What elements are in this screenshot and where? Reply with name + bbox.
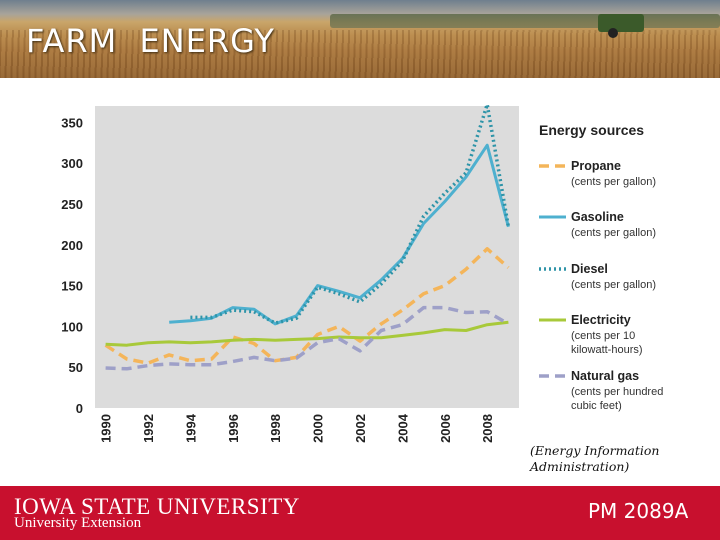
legend-entry-name: Natural gas bbox=[571, 369, 639, 383]
y-tick-label: 350 bbox=[61, 115, 83, 130]
x-tick-label: 2002 bbox=[353, 414, 368, 443]
legend-entry-unit: cubic feet) bbox=[571, 400, 622, 412]
legend-title: Energy sources bbox=[539, 122, 644, 138]
x-tick-label: 1996 bbox=[226, 414, 241, 443]
y-tick-label: 150 bbox=[61, 279, 83, 294]
series-lines bbox=[104, 102, 511, 371]
legend-entry-name: Electricity bbox=[571, 313, 631, 327]
university-wordmark: IOWA STATE UNIVERSITY bbox=[14, 494, 300, 519]
y-axis-ticks: 0 50 100 150 200 250 300 350 bbox=[61, 115, 83, 416]
legend-entry-unit: (cents per gallon) bbox=[571, 279, 656, 291]
series-line-electricity bbox=[105, 320, 509, 347]
page-title: FARM ENERGY bbox=[26, 22, 275, 60]
legend-entry-unit: (cents per hundred bbox=[571, 386, 663, 398]
publication-code: PM 2089A bbox=[588, 499, 689, 523]
y-tick-label: 100 bbox=[61, 319, 83, 334]
series-line-propane bbox=[104, 247, 510, 365]
legend-entry-unit: (cents per 10 bbox=[571, 330, 635, 342]
footer-bar bbox=[0, 486, 720, 540]
x-tick-label: 1998 bbox=[268, 414, 283, 443]
source-note: (Energy Information Administration) bbox=[530, 443, 660, 474]
x-tick-label: 2008 bbox=[480, 414, 495, 443]
legend-panel bbox=[522, 106, 682, 424]
field-graphic bbox=[0, 30, 720, 78]
y-tick-label: 50 bbox=[69, 360, 83, 375]
legend-entry-name: Propane bbox=[571, 159, 621, 173]
combine-wheel-graphic bbox=[608, 28, 618, 38]
legend-entry-unit: (cents per gallon) bbox=[571, 227, 656, 239]
university-extension-label: University Extension bbox=[14, 515, 142, 531]
y-tick-label: 300 bbox=[61, 156, 83, 171]
x-tick-label: 2004 bbox=[395, 413, 410, 443]
legend-entry-unit: kilowatt-hours) bbox=[571, 344, 643, 356]
x-tick-label: 2006 bbox=[438, 414, 453, 443]
chart-legend: Energy sources Propane (cents per gallon) G… bbox=[539, 122, 663, 412]
x-tick-label: 2000 bbox=[311, 414, 326, 443]
y-tick-label: 200 bbox=[61, 238, 83, 253]
x-tick-label: 1992 bbox=[141, 414, 156, 443]
x-tick-label: 1994 bbox=[183, 413, 198, 443]
x-axis-ticks: 1990 1992 1994 1996 1998 2000 2002 2004 2006 2008 bbox=[99, 413, 496, 443]
series-line-diesel bbox=[190, 102, 511, 325]
y-tick-label: 0 bbox=[76, 401, 83, 416]
legend-entry-name: Diesel bbox=[571, 262, 608, 276]
series-line-gasoline bbox=[169, 143, 510, 326]
header-banner-photo: FARM ENERGY bbox=[0, 0, 720, 78]
combine-harvester-graphic bbox=[598, 14, 644, 32]
series-line-natural-gas bbox=[105, 305, 510, 371]
legend-entry-name: Gasoline bbox=[571, 210, 624, 224]
y-tick-label: 250 bbox=[61, 197, 83, 212]
x-tick-label: 1990 bbox=[99, 414, 114, 443]
legend-entry-unit: (cents per gallon) bbox=[571, 176, 656, 188]
